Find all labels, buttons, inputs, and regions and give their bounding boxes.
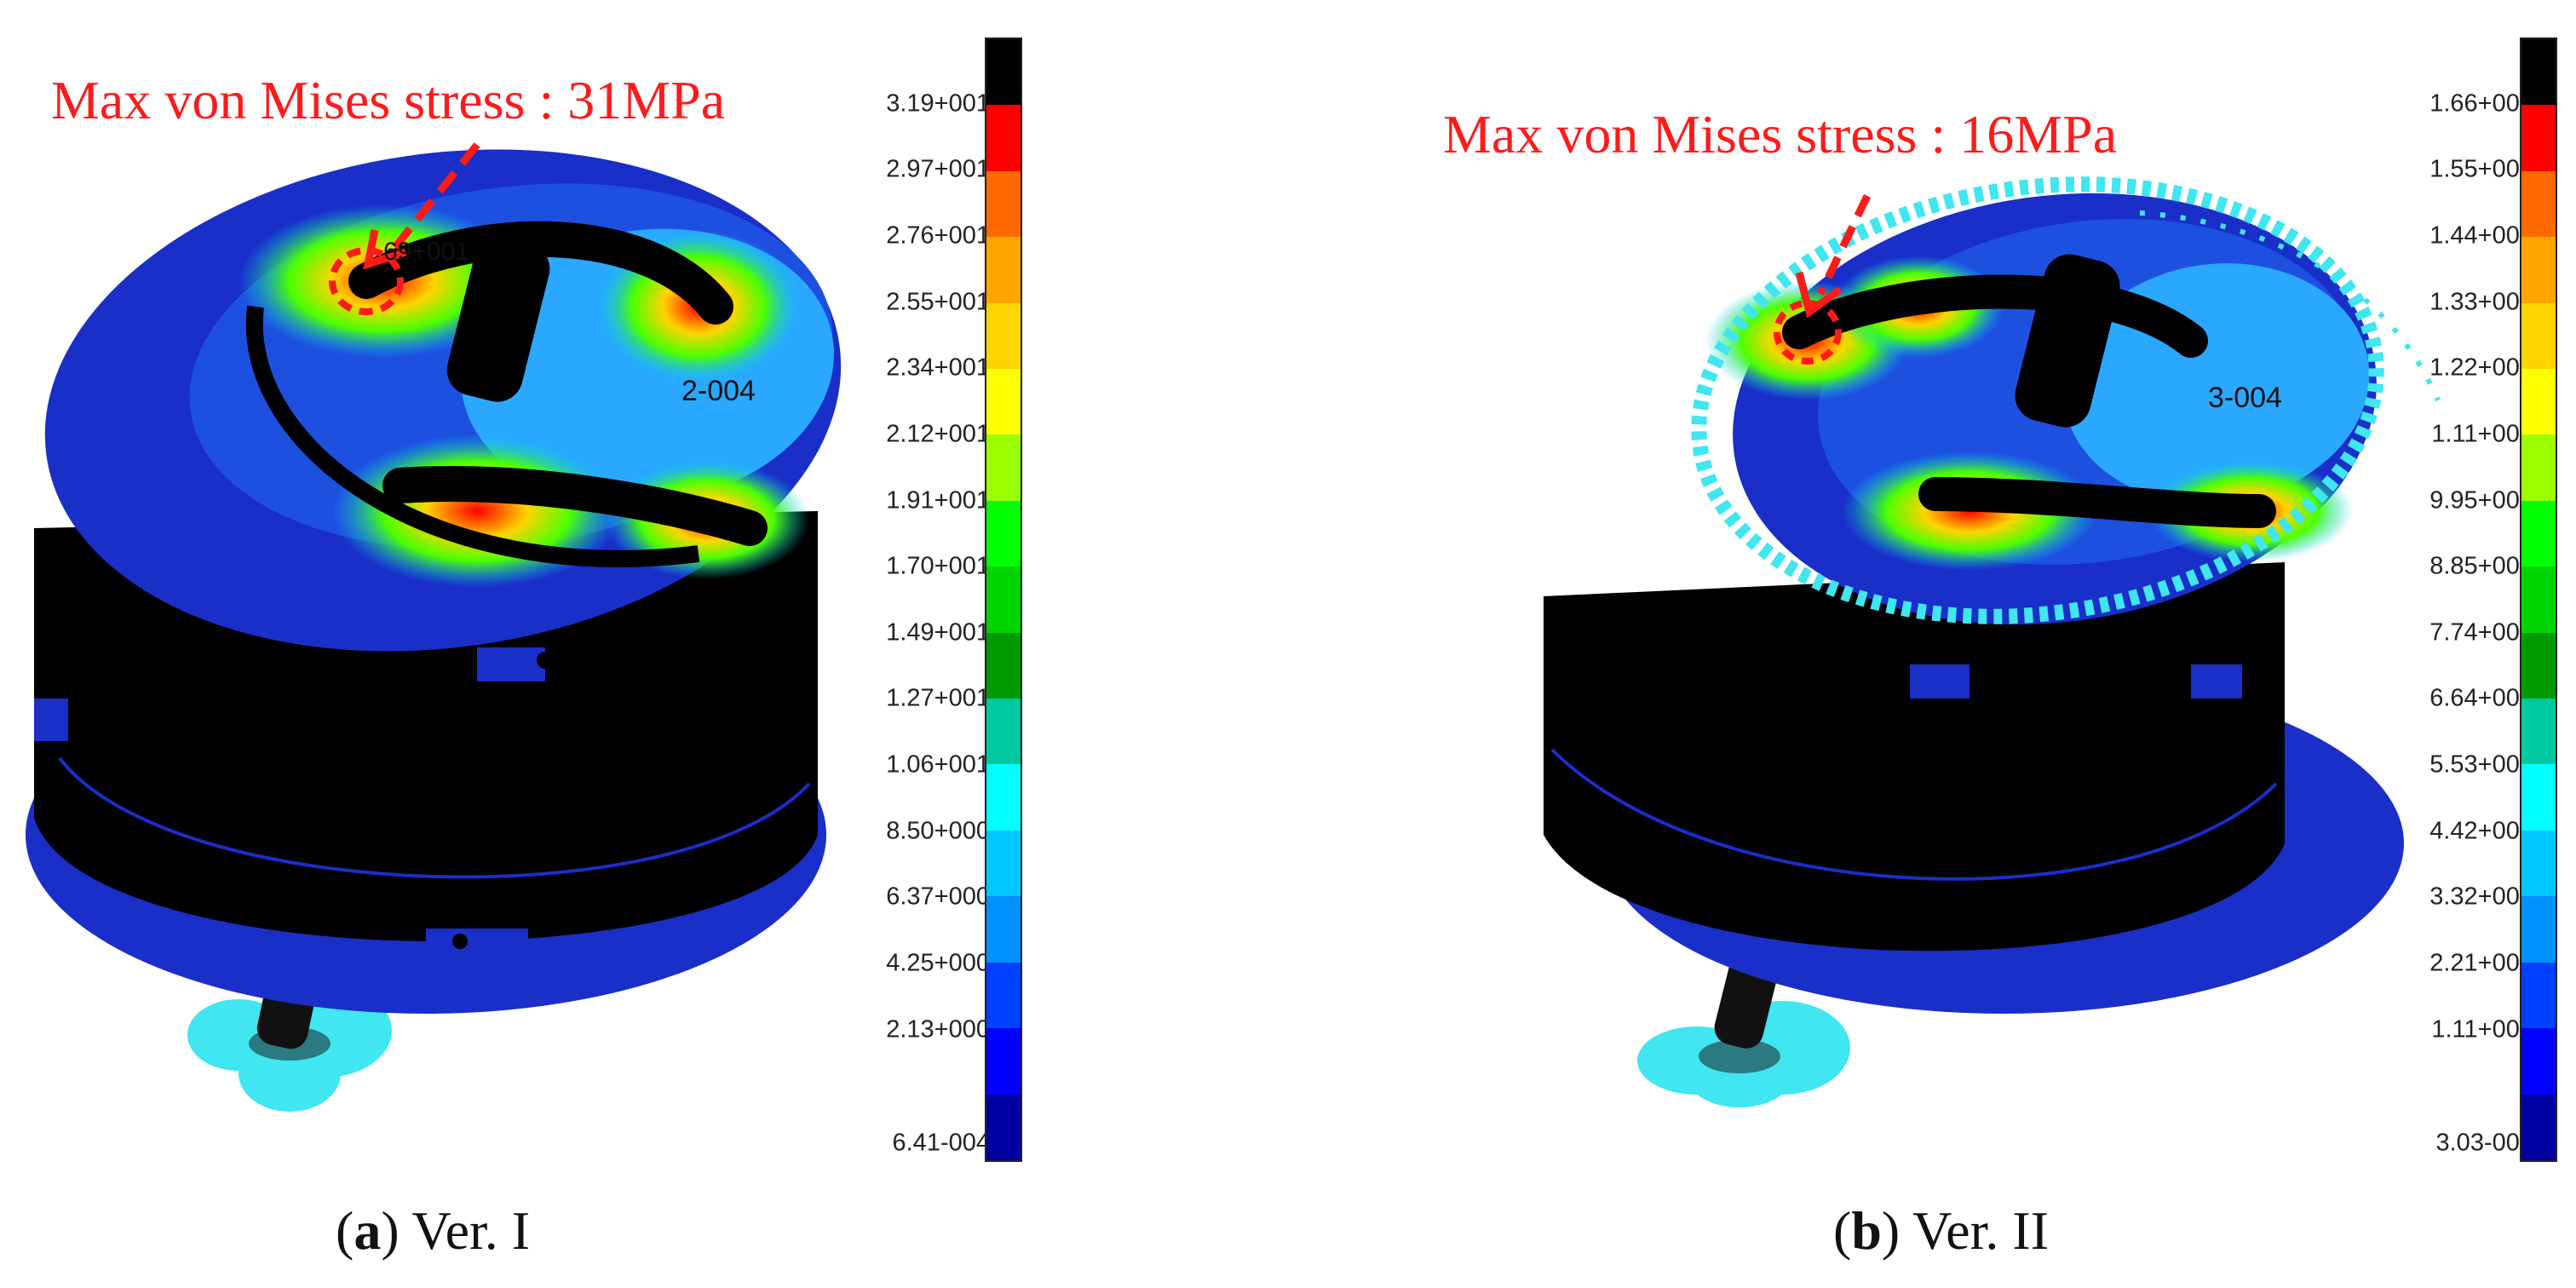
legend-tick-label: 6.41-004 xyxy=(892,1129,991,1157)
legend-tick-label: 7.74+000 xyxy=(2429,618,2533,647)
legend-band xyxy=(986,566,1021,633)
caption: (a) Ver. I xyxy=(336,1200,531,1261)
legend-band xyxy=(2521,369,2556,435)
legend-tick-label: 6.37+000 xyxy=(886,883,990,911)
legend-band xyxy=(986,962,1021,1029)
model-label: 3-004 xyxy=(2208,382,2282,414)
legend-tick-label: 3.32+000 xyxy=(2429,883,2533,911)
legend-band xyxy=(2521,39,2556,106)
legend-band xyxy=(2521,632,2556,699)
legend-tick-label: 6.64+000 xyxy=(2429,684,2533,712)
legend-band xyxy=(2521,434,2556,501)
cylinder-body xyxy=(1544,562,2285,952)
legend-tick-label: 1.27+001 xyxy=(886,684,990,712)
legend-band xyxy=(986,302,1021,370)
legend-tick-label: 2.12+001 xyxy=(886,420,990,448)
legend-tick-label: 1.44+001 xyxy=(2429,221,2533,250)
legend-band xyxy=(986,632,1021,699)
legend-tick-label: 1.55+001 xyxy=(2429,155,2533,183)
max-stress-annotation: Max von Mises stress : 16MPa xyxy=(1443,104,2118,164)
shaft-top xyxy=(446,237,550,402)
caption: (b) Ver. II xyxy=(1833,1200,2049,1261)
legend-band xyxy=(2521,1094,2556,1160)
model-label: 2-004 xyxy=(681,375,756,407)
legend-tick-label: 5.53+000 xyxy=(2429,750,2533,779)
legend-tick-label: 2.13+000 xyxy=(886,1015,990,1044)
legend-band xyxy=(986,764,1021,831)
legend-tick-label: 2.34+001 xyxy=(886,354,990,382)
legend-tick-label: 2.97+001 xyxy=(886,155,990,183)
legend-tick-label: 3.03-004 xyxy=(2435,1129,2534,1157)
legend-band xyxy=(986,369,1021,435)
legend-tick-label: 2.55+001 xyxy=(886,288,990,316)
legend-tick-label: 1.70+001 xyxy=(886,552,990,580)
legend-tick-label: 8.50+000 xyxy=(886,817,990,845)
legend-band xyxy=(2521,170,2556,238)
fea-model-ver-2: 3-004 xyxy=(1544,176,2441,1107)
color-legend xyxy=(985,37,1022,1162)
legend-tick-label: 1.91+001 xyxy=(886,486,990,515)
legend-tick-label: 2.76+001 xyxy=(886,221,990,250)
color-legend xyxy=(2520,37,2557,1162)
panel-ver-2: 3-004 Max von Mises stress : 16MPa 1.66+… xyxy=(1288,0,2576,1288)
legend-band xyxy=(2521,105,2556,171)
legend-band xyxy=(986,1094,1021,1160)
legend-band xyxy=(986,105,1021,171)
legend-band xyxy=(986,830,1021,897)
legend-tick-label: 4.25+000 xyxy=(886,949,990,977)
panel-ver-1: 2-004 69+001 Max von Mises stress : 31MP… xyxy=(26,37,1022,1261)
legend-band xyxy=(986,500,1021,567)
legend-band xyxy=(2521,764,2556,831)
legend-band xyxy=(2521,896,2556,963)
legend-band xyxy=(2521,500,2556,567)
legend-tick-label: 1.49+001 xyxy=(886,618,990,647)
legend-tick-label: 1.22+001 xyxy=(2429,354,2533,382)
legend-tick-label: 1.66+001 xyxy=(2429,89,2533,118)
legend-band xyxy=(2521,699,2556,765)
legend-band xyxy=(2521,566,2556,633)
max-stress-annotation: Max von Mises stress : 31MPa xyxy=(51,70,726,130)
legend-ticks: 3.19+001 2.97+001 2.76+001 2.55+001 2.34+001… xyxy=(871,37,990,1162)
legend-band xyxy=(2521,962,2556,1029)
legend-band xyxy=(986,237,1021,303)
model-label: 69+001 xyxy=(383,238,469,266)
legend-band xyxy=(986,699,1021,765)
legend-tick-label: 3.19+001 xyxy=(886,89,990,118)
legend-tick-label: 1.11+000 xyxy=(2431,1015,2533,1044)
legend-tick-label: 4.42+000 xyxy=(2429,817,2533,845)
legend-band xyxy=(986,1028,1021,1095)
legend-tick-label: 9.95+000 xyxy=(2429,486,2533,515)
legend-tick-label: 1.06+001 xyxy=(886,750,990,779)
legend-tick-label: 8.85+000 xyxy=(2429,552,2533,580)
legend-band xyxy=(2521,830,2556,897)
legend-band xyxy=(986,39,1021,106)
legend-tick-label: 2.21+000 xyxy=(2429,949,2533,977)
legend-band xyxy=(2521,237,2556,303)
legend-tick-label: 1.11+001 xyxy=(2431,420,2533,448)
legend-band xyxy=(2521,1028,2556,1095)
legend-band xyxy=(986,170,1021,238)
legend-ticks: 1.66+001 1.55+001 1.44+001 1.33+001 1.22+001… xyxy=(2414,37,2533,1162)
legend-tick-label: 1.33+001 xyxy=(2429,288,2533,316)
legend-band xyxy=(986,434,1021,501)
legend-band xyxy=(986,896,1021,963)
shaft-top xyxy=(2015,254,2120,428)
fea-model-ver-1: 2-004 69+001 xyxy=(26,142,842,1112)
legend-band xyxy=(2521,302,2556,370)
